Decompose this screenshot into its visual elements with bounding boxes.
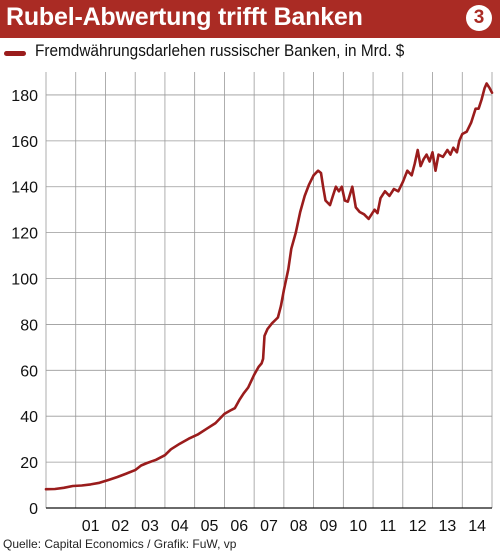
x-tick-label: 09 (320, 518, 338, 535)
legend-label: Fremdwährungsdarlehen russischer Banken,… (35, 42, 405, 60)
grid (45, 72, 493, 509)
y-tick-label: 20 (20, 455, 38, 472)
y-tick-label: 120 (11, 226, 38, 243)
y-tick-label: 0 (29, 501, 38, 518)
x-tick-label: 14 (468, 518, 486, 535)
y-tick-label: 140 (11, 180, 38, 197)
legend-swatch (4, 51, 26, 56)
x-tick-label: 06 (230, 518, 248, 535)
x-tick-label: 11 (380, 518, 397, 535)
x-tick-label: 13 (439, 518, 457, 535)
chart-header: Rubel-Abwertung trifft Banken 3 (0, 0, 500, 38)
series-layer (44, 82, 494, 491)
source-note: Quelle: Capital Economics / Grafik: FuW,… (3, 537, 237, 551)
x-tick-label: 01 (82, 518, 100, 535)
chart-legend: Fremdwährungsdarlehen russischer Banken,… (4, 42, 494, 66)
y-tick-label: 80 (20, 317, 38, 334)
x-tick-label: 08 (290, 518, 308, 535)
x-tick-label: 07 (260, 518, 278, 535)
y-tick-label: 60 (20, 363, 38, 380)
x-tick-label: 12 (409, 518, 427, 535)
x-tick-label: 10 (349, 518, 367, 535)
x-tick-label: 05 (201, 518, 219, 535)
y-tick-label: 40 (20, 409, 38, 426)
y-tick-label: 160 (11, 134, 38, 151)
x-tick-label: 04 (171, 518, 189, 535)
chart-title: Rubel-Abwertung trifft Banken (6, 3, 363, 31)
x-tick-label: 03 (141, 518, 159, 535)
x-tick-label: 02 (111, 518, 129, 535)
chart-number-badge: 3 (466, 5, 492, 31)
series-line-0 (44, 82, 494, 491)
y-tick-label: 180 (11, 88, 38, 105)
y-tick-label: 100 (11, 272, 38, 289)
axes: 0 20 40 60 80 100 120 140 160 180 01 02 03 04 05 06 07 08… (11, 88, 492, 535)
